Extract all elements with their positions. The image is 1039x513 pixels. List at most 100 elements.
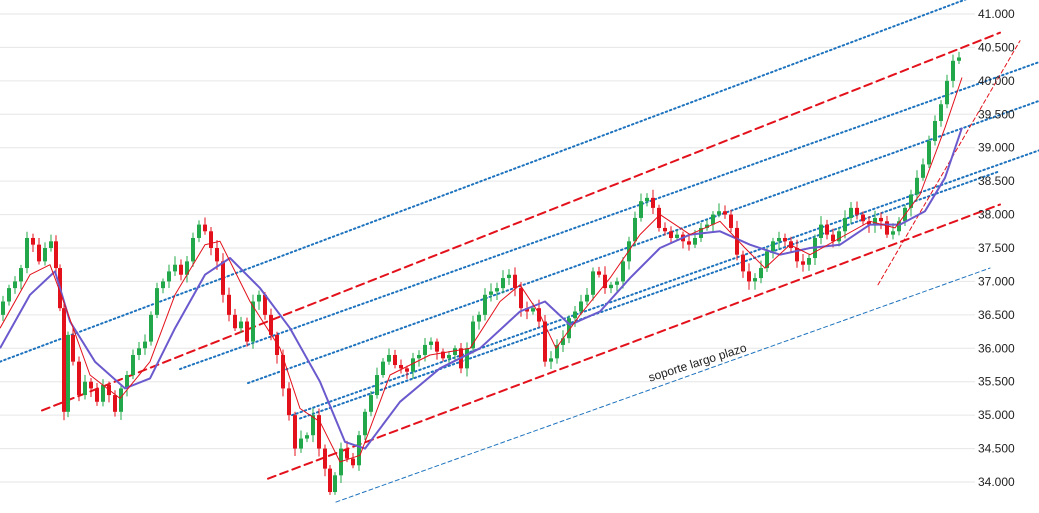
candle-body [819,224,823,238]
candle-body [173,264,177,272]
candle-body [185,261,189,275]
annotations: soporte largo plazo [647,340,749,384]
candle-body [597,271,601,275]
candle-body [411,358,415,372]
candle-body [705,224,709,228]
candle-body [399,365,403,369]
candle-body [543,321,547,362]
candle-body [645,197,649,202]
candle-body [233,314,237,329]
candle-body [7,288,11,302]
candle-body [849,207,853,218]
candle-body [591,271,595,295]
y-tick-label: 34.500 [978,442,1015,456]
candle-body [357,435,361,466]
candle-body [95,388,99,402]
candle-body [417,354,421,359]
candle-body [209,231,213,248]
candle-body [561,338,565,345]
candle-body [717,211,721,215]
candle-body [13,281,17,289]
candle-body [363,411,367,436]
candle-body [795,248,799,262]
candle-body [651,197,655,208]
candle-body [639,201,643,218]
channel-line [179,61,1039,371]
candle-body [203,224,207,232]
candle-body [167,271,171,282]
candle-body [957,57,961,61]
candle-body [465,348,469,369]
candle-body [299,438,303,449]
candle-body [729,214,733,228]
candle-body [143,341,147,349]
candle-body [633,217,637,242]
candle-body [573,311,577,319]
candle-body [675,234,679,238]
candle-body [239,321,243,329]
candle-body [927,141,931,165]
candle-body [525,308,529,312]
candle-body [287,388,291,416]
candle-body [867,221,871,225]
candle-body [843,217,847,232]
candle-body [933,120,937,142]
candle-body [245,321,249,342]
candle-body [275,334,279,355]
candle-body [257,294,261,302]
candle-body [323,448,327,469]
candle-body [54,241,58,269]
candle-body [483,294,487,315]
candle-body [741,254,745,272]
candle-body [293,415,297,449]
candle-body [585,294,589,302]
candle-body [447,354,451,359]
candle-body [513,274,517,289]
candle-body [441,351,445,359]
candle-body [567,318,571,339]
gridlines [0,13,975,483]
candle-body [149,314,153,342]
candle-body [831,234,835,242]
y-tick-label: 34.000 [978,475,1015,489]
y-axis-ticks: 41.000 40.500 40.000 39.500 39.000 38.500 38.0… [978,7,1015,489]
y-tick-label: 41.000 [978,7,1015,21]
y-tick-label: 38.500 [978,174,1015,188]
candle-body [621,261,625,282]
candle-body [345,448,349,459]
channel-line [41,31,1001,412]
candle-body [777,237,781,242]
candle-body [31,237,35,245]
candle-body [915,177,919,195]
candle-body [405,368,409,372]
candle-body [807,258,811,265]
candle-body [197,224,201,238]
candle-body [131,354,135,376]
y-tick-label: 38.000 [978,208,1015,222]
candle-body [227,294,231,315]
candle-body [311,415,315,436]
candle-body [519,288,523,309]
candle-body [101,385,105,402]
candle-body [19,268,23,282]
candle-body [25,237,29,269]
candle-body [825,224,829,235]
candle-body [62,308,66,412]
ma-fast-line [0,77,963,463]
y-tick-label: 39.500 [978,107,1015,121]
candle-body [921,164,925,178]
candle-body [945,80,949,105]
candle-body [375,375,379,396]
channel-line [267,203,1001,480]
candle-body [873,217,877,225]
channel-line [299,170,1001,420]
y-tick-label: 36.500 [978,308,1015,322]
y-tick-label: 37.000 [978,274,1015,288]
candle-body [501,278,505,289]
candle-body [191,237,195,262]
candle-body [83,381,87,396]
candle-body [113,395,117,412]
candle-body [711,214,715,225]
candle-body [549,358,553,362]
